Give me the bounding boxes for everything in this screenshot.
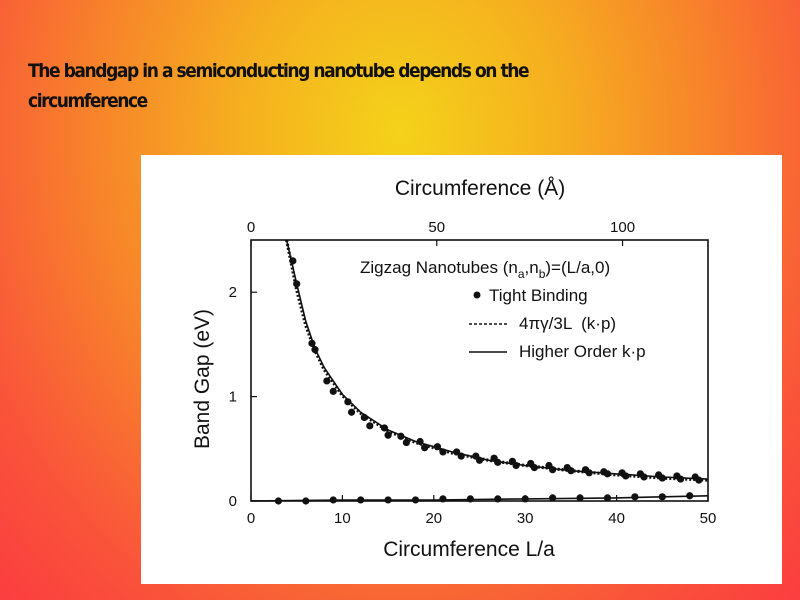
tight-binding-metallic-point-7 <box>466 495 474 503</box>
x-tick-label-0: 0 <box>247 510 255 527</box>
tight-binding-point-17 <box>439 448 447 456</box>
legend-marker-tight-binding <box>473 291 481 299</box>
legend-label-higher-order: Higher Order k·p <box>519 342 646 361</box>
legend-label-tight-binding: Tight Binding <box>489 286 588 305</box>
tight-binding-point-25 <box>512 461 520 470</box>
tight-binding-point-11 <box>384 431 392 439</box>
tight-binding-point-7 <box>347 408 356 416</box>
tight-binding-metallic-point-4 <box>384 496 392 504</box>
tight-binding-metallic-point-12 <box>603 494 612 502</box>
y-tick-label-0: 0 <box>229 493 237 510</box>
tight-binding-point-9 <box>366 422 374 430</box>
tight-binding-metallic-point-15 <box>686 492 694 500</box>
y-tick-label-2: 2 <box>229 284 237 301</box>
tight-binding-point-15 <box>421 444 429 452</box>
tight-binding-point-21 <box>475 456 484 464</box>
tight-binding-point-1 <box>293 280 301 288</box>
tight-binding-point-33 <box>585 469 593 477</box>
x2-axis-title: Circumference (Å) <box>395 177 565 200</box>
tight-binding-metallic-point-0 <box>274 497 283 505</box>
tight-binding-point-37 <box>622 472 630 480</box>
tight-binding-point-0 <box>289 257 297 265</box>
tight-binding-point-23 <box>494 458 502 466</box>
tight-binding-metallic-point-6 <box>439 495 447 503</box>
tight-binding-point-4 <box>323 377 331 385</box>
tight-binding-point-31 <box>567 467 575 475</box>
tight-binding-point-45 <box>695 476 703 484</box>
series-points <box>274 257 703 505</box>
tight-binding-metallic-point-13 <box>631 493 639 501</box>
x-axis-title: Circumference L/a <box>383 538 555 561</box>
tight-binding-point-5 <box>329 387 337 395</box>
tight-binding-point-29 <box>549 466 557 474</box>
x-tick-label-4: 40 <box>608 510 625 527</box>
tight-binding-metallic-point-14 <box>658 493 666 501</box>
x2-tick-label-0: 0 <box>247 219 255 236</box>
tight-binding-point-18 <box>453 448 461 456</box>
tight-binding-metallic-point-9 <box>521 495 529 503</box>
tight-binding-point-10 <box>380 424 389 432</box>
x-tick-label-5: 50 <box>700 510 717 527</box>
chart-panel: Circumference (Å) Circumference L/a Band… <box>141 155 782 584</box>
tight-binding-point-41 <box>658 474 666 482</box>
tight-binding-point-13 <box>402 438 410 447</box>
tight-binding-point-19 <box>457 452 465 460</box>
y-tick-label-1: 1 <box>229 389 237 406</box>
tight-binding-point-14 <box>416 437 424 446</box>
x-tick-label-1: 10 <box>334 510 351 527</box>
tight-binding-point-3 <box>311 346 319 354</box>
tight-binding-point-27 <box>530 463 538 472</box>
x-tick-label-3: 30 <box>517 510 534 527</box>
tight-binding-metallic-point-5 <box>411 496 420 504</box>
tight-binding-point-12 <box>397 432 405 440</box>
x-tick-label-2: 20 <box>425 510 442 527</box>
tight-binding-metallic-point-10 <box>549 494 557 502</box>
tight-binding-point-43 <box>676 475 685 483</box>
bandgap-chart: Circumference (Å) Circumference L/a Band… <box>191 177 717 561</box>
tight-binding-metallic-point-2 <box>329 496 337 504</box>
y-axis-title: Band Gap (eV) <box>191 309 214 449</box>
tight-binding-point-39 <box>640 473 648 481</box>
tight-binding-metallic-point-11 <box>576 494 584 502</box>
tight-binding-point-16 <box>433 443 442 451</box>
slide-title: The bandgap in a semiconducting nanotube… <box>28 60 530 112</box>
x2-tick-label-2: 100 <box>610 219 635 236</box>
tight-binding-point-8 <box>360 413 368 422</box>
tight-binding-point-2 <box>308 339 316 347</box>
tight-binding-point-35 <box>603 470 612 478</box>
legend: Tight Binding 4πγ/3L (k·p) Higher Order … <box>469 286 646 361</box>
x2-tick-label-1: 50 <box>428 219 445 236</box>
tight-binding-metallic-point-1 <box>302 497 310 505</box>
tight-binding-point-6 <box>344 398 352 406</box>
tight-binding-metallic-point-8 <box>494 495 502 503</box>
legend-label-kp: 4πγ/3L (k·p) <box>519 314 616 333</box>
plot-frame <box>250 239 709 502</box>
chart-annotation: Zigzag Nanotubes (na,nb)=(L/a,0) <box>360 258 610 281</box>
tight-binding-metallic-point-3 <box>357 496 365 504</box>
axis-ticks: 0 10 20 30 40 50 0 50 100 0 1 2 <box>229 219 717 527</box>
